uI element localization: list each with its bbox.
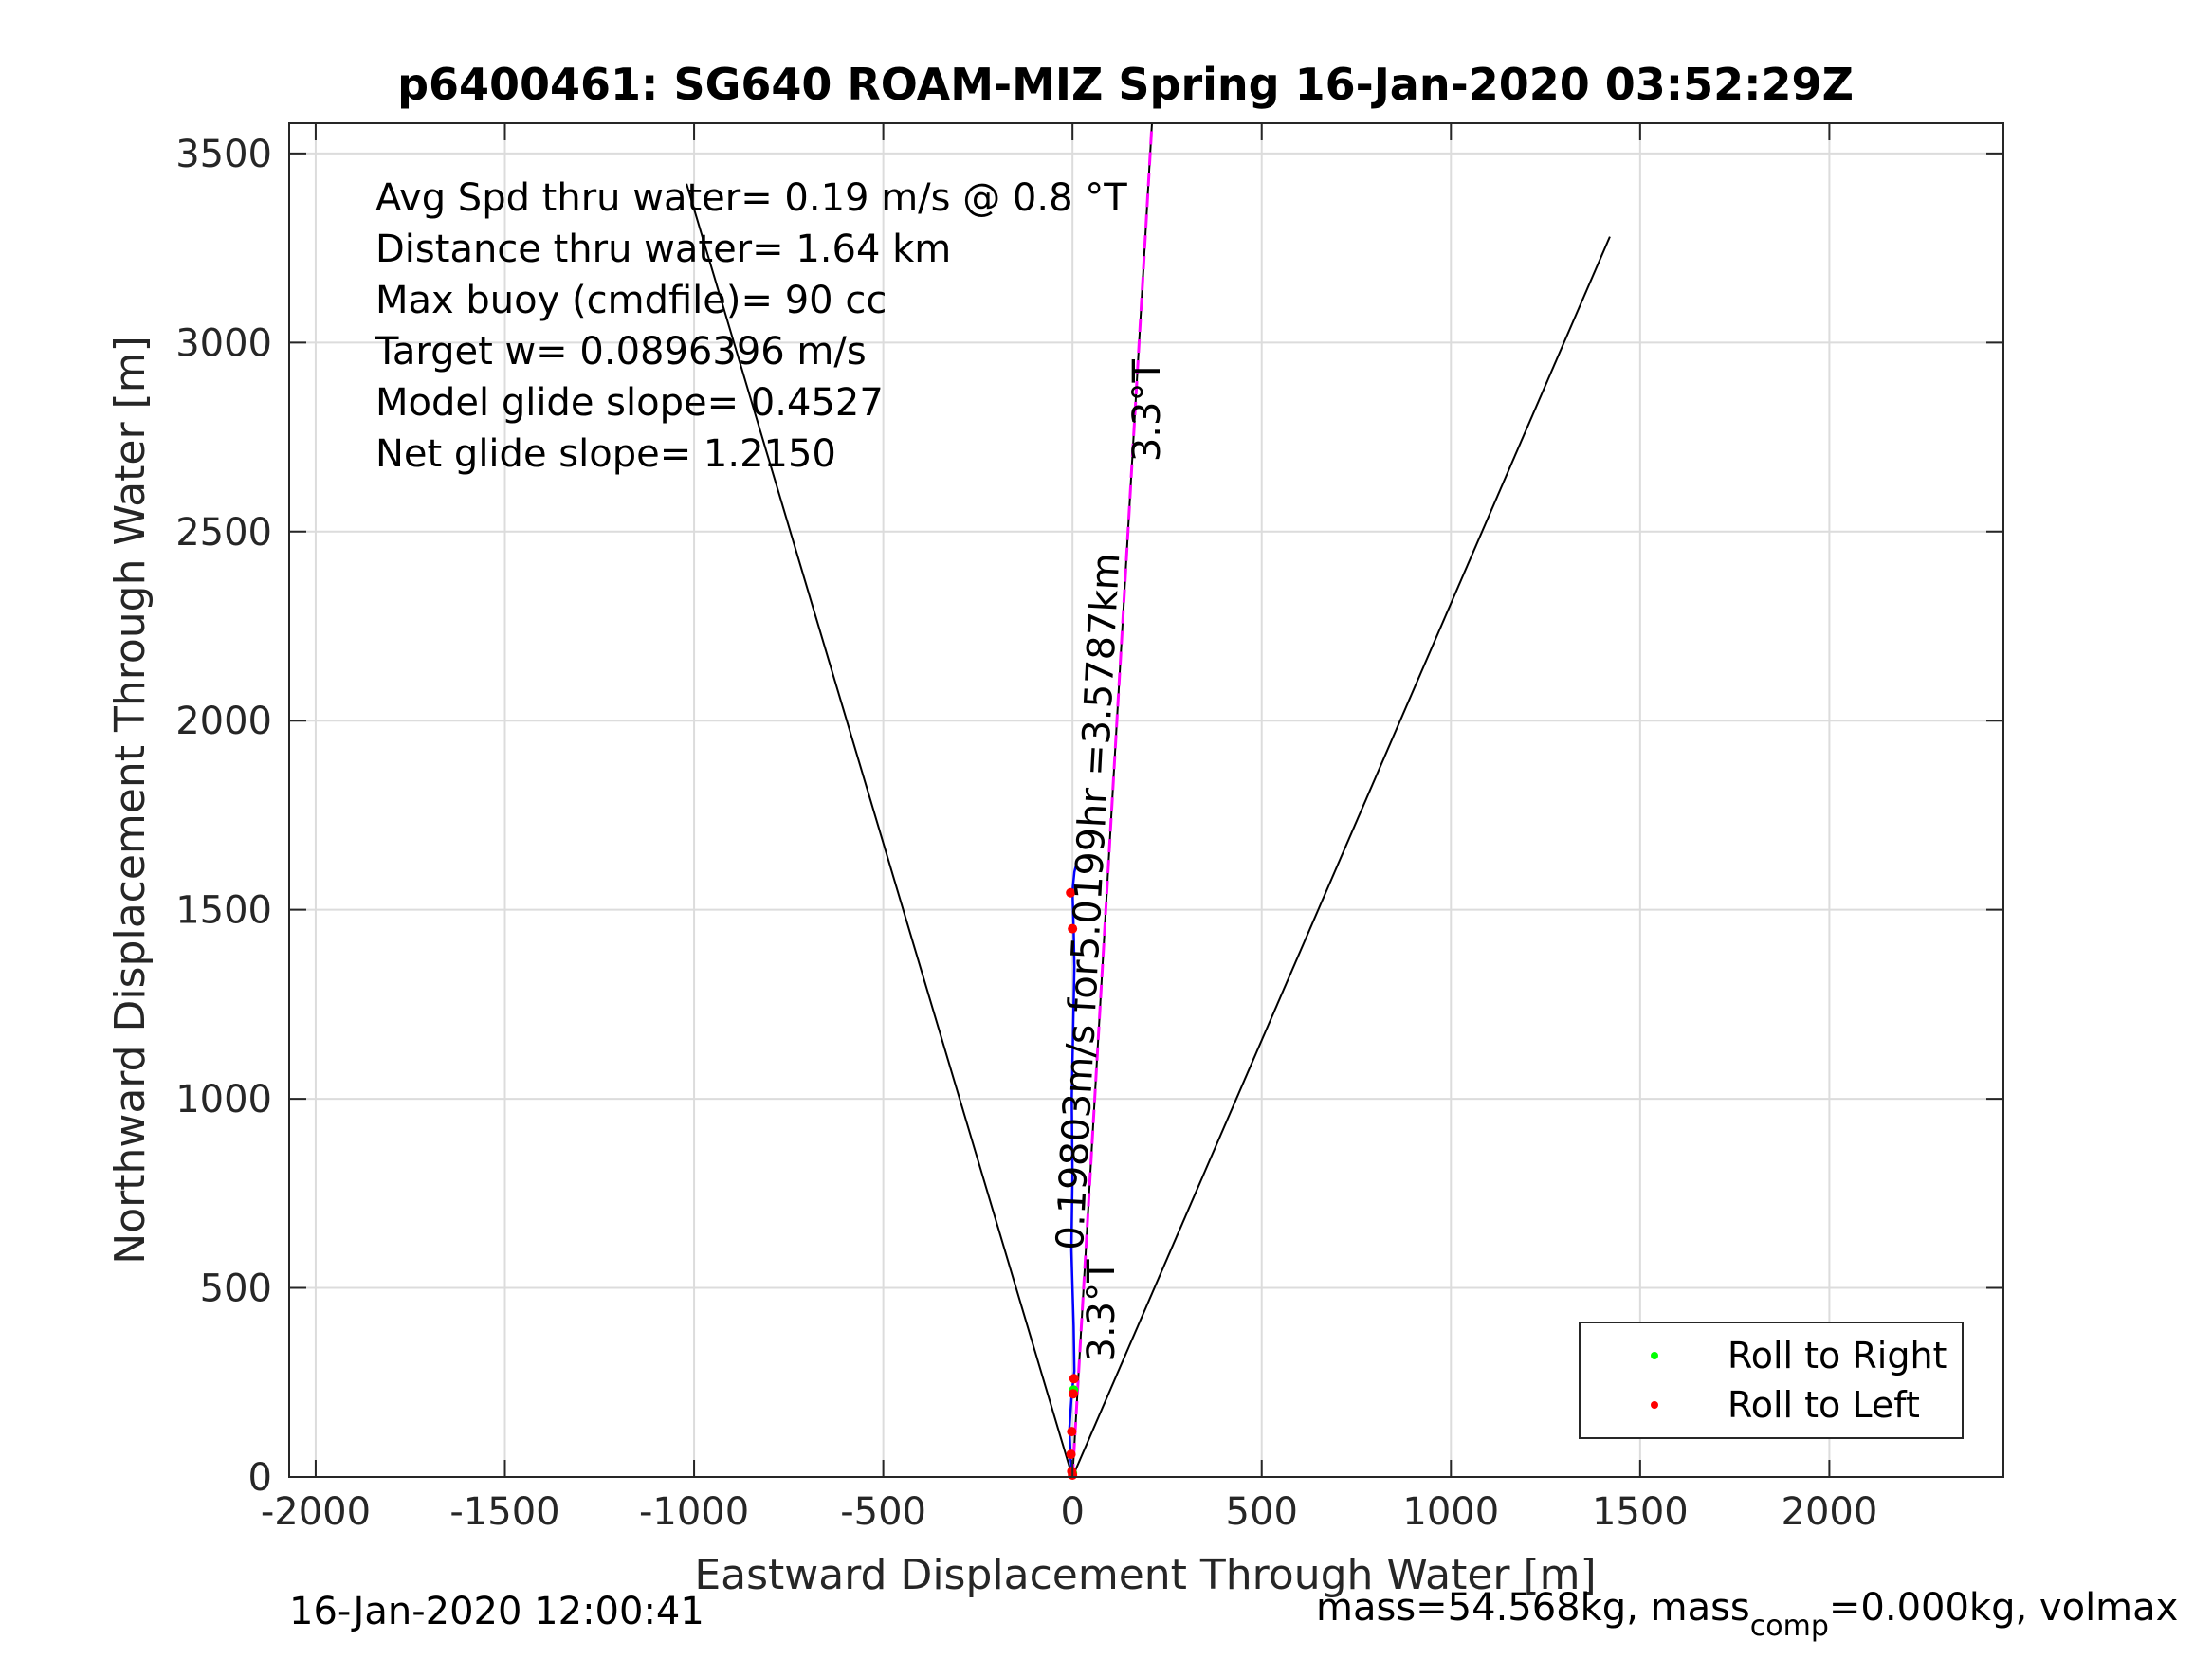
info-line: Model glide slope= 0.4527: [375, 381, 884, 425]
info-line: Distance thru water= 1.64 km: [375, 228, 951, 271]
legend-marker-roll-right: [1651, 1352, 1658, 1359]
roll-left-point: [1067, 1427, 1077, 1437]
plot-background: [289, 123, 2003, 1477]
plot-area: -2000 -1500 -1000 -500 0 500 1000 1500 2000 0 500 1…: [175, 122, 2004, 1534]
roll-left-point: [1068, 923, 1078, 934]
info-line: Target w= 0.0896396 m/s: [375, 330, 867, 374]
x-tick-label: 1500: [1592, 1490, 1689, 1534]
info-line: Max buoy (cmdfile)= 90 cc: [375, 279, 887, 322]
y-axis-label: Northward Displacement Through Water [m]: [106, 336, 155, 1264]
footer-mass-text: mass=54.568kg, mass: [1316, 1586, 1750, 1630]
footer-mass-info: mass=54.568kg, masscomp=0.000kg, volmax: [1316, 1586, 2178, 1643]
legend-label-roll-right: Roll to Right: [1728, 1335, 1947, 1376]
footer-mass-rest: =0.000kg, volmax: [1829, 1586, 2178, 1630]
x-tick-label: 1000: [1402, 1490, 1499, 1534]
left-cone: [686, 183, 1074, 1478]
x-axis-label: Eastward Displacement Through Water [m]: [694, 1551, 1596, 1599]
line-label: 3.3°T: [1125, 359, 1169, 463]
roll-left-point: [1066, 887, 1076, 898]
info-line: Net glide slope= 1.2150: [375, 432, 836, 476]
x-tick-label: -500: [840, 1490, 926, 1534]
legend-marker-roll-left: [1651, 1401, 1658, 1409]
info-line: Avg Spd thru water= 0.19 m/s @ 0.8 °T: [375, 176, 1127, 220]
legend-label-roll-left: Roll to Left: [1728, 1384, 1920, 1426]
chart-title: p6400461: SG640 ROAM-MIZ Spring 16-Jan-2…: [397, 59, 1854, 110]
info-box: Avg Spd thru water= 0.19 m/s @ 0.8 °T Dis…: [375, 176, 1127, 476]
x-tick-label: 2000: [1782, 1490, 1878, 1534]
y-tick-label: 2500: [175, 511, 272, 555]
target-heading-line: [1070, 122, 1154, 1478]
x-tick-label: -1000: [639, 1490, 749, 1534]
y-tick-label: 3500: [175, 133, 272, 176]
x-tick-label: -2000: [261, 1490, 371, 1534]
y-tick-label: 0: [248, 1456, 272, 1500]
x-tick-label: 500: [1226, 1490, 1298, 1534]
y-tick-label: 1500: [175, 889, 272, 933]
roll-left-point: [1069, 1374, 1079, 1384]
footer-mass-subscript: comp: [1750, 1610, 1829, 1643]
roll-left-point: [1066, 1449, 1076, 1460]
y-tick-label: 3000: [175, 321, 272, 365]
legend: Roll to Right Roll to Left: [1579, 1322, 1964, 1439]
y-tick-label: 500: [200, 1267, 272, 1311]
legend-box: [1579, 1322, 1964, 1439]
y-tick-label: 1000: [175, 1078, 272, 1121]
series-layer: [686, 122, 1611, 1481]
y-tick-label: 2000: [175, 700, 272, 743]
footer-timestamp: 16-Jan-2020 12:00:41: [289, 1590, 704, 1633]
axis-ticks: -2000 -1500 -1000 -500 0 500 1000 1500 2000 0 500 1…: [175, 123, 2003, 1534]
x-tick-label: -1500: [449, 1490, 559, 1534]
plot-frame: [288, 122, 2004, 1478]
x-tick-label: 0: [1060, 1490, 1084, 1534]
right-cone: [1071, 236, 1611, 1478]
roll-left-point: [1068, 1389, 1078, 1399]
line-label: 3.3°T: [1080, 1259, 1124, 1362]
glider-track-line: [1068, 864, 1078, 1478]
